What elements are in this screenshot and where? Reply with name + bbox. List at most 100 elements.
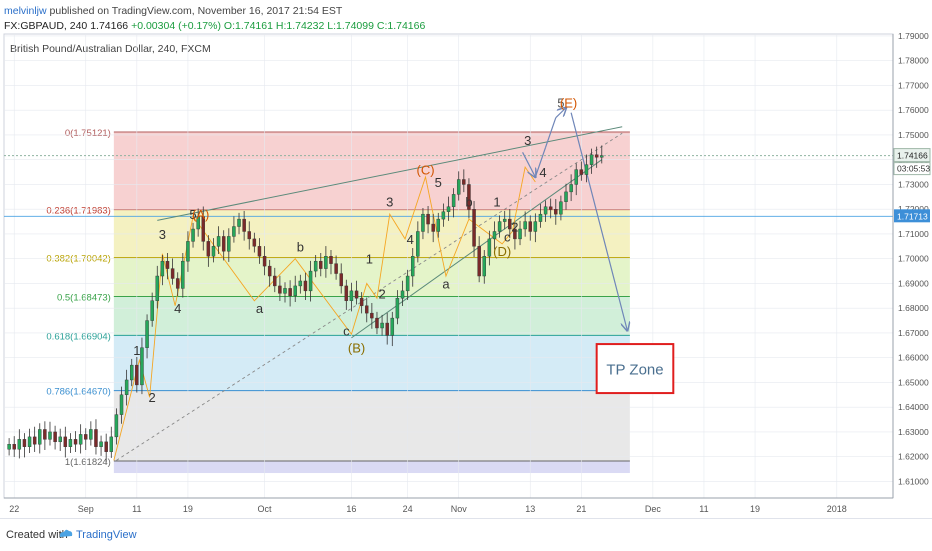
quote-line: FX:GBPAUD, 240 1.74166 +0.00304 (+0.17%)… — [4, 19, 425, 34]
candle — [135, 356, 139, 393]
wave-label: c — [504, 229, 511, 244]
candle — [155, 265, 160, 309]
x-tick-label: 2018 — [827, 504, 847, 514]
wave-label: b — [297, 239, 304, 254]
candle-body — [390, 317, 395, 336]
candle — [129, 358, 134, 387]
candle — [462, 169, 466, 193]
candle-body — [165, 260, 170, 269]
candle — [124, 369, 129, 406]
candle-body — [201, 216, 205, 242]
candle-body — [84, 434, 88, 440]
candle — [7, 438, 11, 456]
countdown-tag — [893, 162, 931, 176]
y-tick-label: 1.75000 — [898, 130, 929, 140]
fib-label-0.382: 0.382(1.70042) — [46, 254, 110, 265]
line-price-tag — [894, 209, 930, 223]
y-tick-label: 1.79000 — [898, 31, 929, 41]
candle-body — [32, 436, 37, 445]
candle-body — [145, 320, 149, 348]
candle — [257, 238, 262, 264]
candle — [232, 216, 236, 243]
candle — [78, 424, 83, 454]
candle-body — [334, 263, 338, 274]
candle-body — [135, 364, 139, 386]
wave-label: a — [442, 276, 450, 291]
wave-label: b — [465, 195, 472, 210]
candle-body — [170, 268, 175, 279]
candle — [600, 145, 604, 164]
candle-body — [283, 288, 287, 294]
candle — [405, 269, 410, 301]
candle — [48, 421, 52, 446]
wave-label: 2 — [378, 286, 385, 301]
candle — [145, 314, 149, 359]
tp-zone: TP Zone — [595, 343, 675, 395]
candle — [43, 421, 47, 450]
candle-body — [288, 288, 292, 297]
candlestick-series — [7, 145, 604, 463]
candle — [165, 253, 170, 280]
candle — [73, 431, 78, 452]
author-link[interactable]: melvinljw — [4, 5, 47, 17]
wave-label: 2 — [511, 219, 518, 234]
candle — [267, 259, 272, 287]
candle — [349, 282, 354, 312]
candle-body — [579, 169, 584, 175]
candle-body — [211, 246, 216, 257]
x-tick-label: Sep — [78, 504, 94, 514]
candle — [441, 203, 446, 227]
candle-body — [329, 256, 333, 264]
y-tick-label: 1.64000 — [898, 402, 929, 412]
candle — [400, 280, 405, 306]
candle — [334, 255, 338, 280]
candle-body — [68, 439, 73, 447]
fib-label-1: 1(1.61824) — [65, 457, 111, 468]
candle-body — [221, 236, 226, 252]
candle — [288, 280, 292, 307]
x-tick-label: 11 — [132, 504, 141, 514]
fib-label-0: 0(1.75121) — [65, 128, 111, 139]
fib-band-1 — [113, 461, 630, 474]
candle — [32, 426, 37, 452]
candle-body — [574, 169, 578, 185]
y-tick-label: 1.73000 — [898, 179, 929, 189]
candle-body — [181, 260, 185, 289]
candle — [365, 297, 369, 323]
candle — [104, 433, 108, 463]
x-tick-label: 13 — [525, 504, 535, 514]
fib-label-0.5: 0.5(1.68473) — [57, 292, 111, 303]
tp-zone-box — [595, 343, 675, 395]
countdown-tag-text: 03:05:53 — [897, 164, 930, 174]
current-price-tag — [893, 148, 931, 163]
candle-body — [564, 191, 568, 202]
tradingview-link[interactable]: TradingView — [76, 529, 137, 541]
x-tick-label: Oct — [258, 504, 273, 514]
candle-body — [477, 246, 481, 277]
candle — [513, 222, 517, 250]
candle-body — [405, 275, 410, 292]
price-chart[interactable]: British Pound/Australian Dollar, 240, FX… — [0, 30, 932, 518]
candle — [380, 314, 384, 336]
candle — [303, 272, 308, 301]
candle-body — [303, 280, 308, 292]
candle — [242, 210, 246, 241]
candle — [140, 337, 144, 395]
candle-body — [482, 256, 486, 277]
candle-body — [247, 231, 251, 240]
candle — [206, 235, 211, 267]
candle — [385, 312, 389, 345]
candle-body — [543, 206, 548, 215]
candle — [579, 161, 584, 181]
candle-body — [22, 439, 27, 447]
fib-band-0.786 — [113, 390, 630, 462]
fib-band-0.618 — [113, 335, 630, 391]
channel-upper-line — [157, 126, 623, 221]
dashed-trendline — [116, 132, 623, 461]
candle — [22, 433, 27, 458]
candle — [68, 433, 73, 453]
y-tick-label: 1.68000 — [898, 303, 929, 313]
candle — [186, 231, 190, 272]
candle-body — [492, 231, 497, 240]
candle-body — [160, 260, 165, 277]
